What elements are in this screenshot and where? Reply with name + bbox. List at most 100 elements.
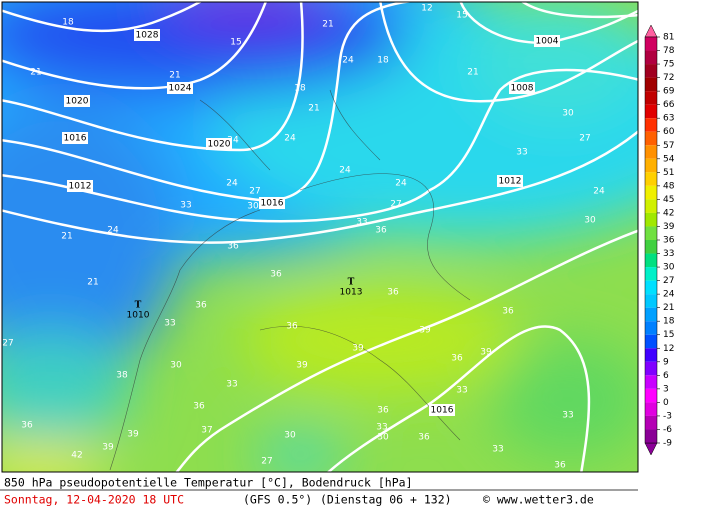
map-field bbox=[2, 2, 638, 472]
temperature-label: 18 bbox=[62, 18, 74, 28]
temperature-label: 36 bbox=[375, 226, 387, 236]
isobars bbox=[2, 2, 638, 472]
isobar-label: 1020 bbox=[208, 140, 231, 150]
colorbar-swatch bbox=[645, 267, 657, 281]
colorbar-label: 75 bbox=[663, 60, 674, 70]
colorbar-swatch bbox=[645, 253, 657, 268]
colorbar-label: 45 bbox=[663, 195, 674, 205]
pressure-center-value: 1010 bbox=[127, 311, 150, 321]
isobar-label: 1016 bbox=[261, 199, 284, 209]
colorbar-swatch bbox=[645, 226, 657, 240]
temperature-label: 36 bbox=[387, 288, 399, 298]
colorbar-swatch bbox=[645, 118, 657, 132]
colorbar-swatch bbox=[645, 37, 657, 51]
temperature-label: 15 bbox=[456, 11, 467, 21]
colorbar-label: 81 bbox=[663, 33, 674, 43]
colorbar-swatch bbox=[645, 199, 657, 213]
colorbar-swatch bbox=[645, 131, 657, 146]
temperature-label: 21 bbox=[308, 104, 319, 114]
temperature-label: 24 bbox=[342, 56, 354, 66]
temperature-label: 24 bbox=[107, 226, 119, 236]
colorbar-label: 21 bbox=[663, 303, 674, 313]
temperature-label: 24 bbox=[284, 134, 296, 144]
colorbar-label: 54 bbox=[663, 154, 675, 164]
temperature-label: 39 bbox=[352, 344, 364, 354]
colorbar-label: 48 bbox=[663, 181, 675, 191]
temperature-label: 39 bbox=[419, 326, 431, 336]
temperature-label: 33 bbox=[456, 386, 467, 396]
colorbar-label: 78 bbox=[663, 46, 675, 56]
temperature-label: 27 bbox=[261, 457, 272, 467]
temperature-label: 21 bbox=[30, 68, 41, 78]
temperature-label: 36 bbox=[195, 301, 207, 311]
colorbar-label: 51 bbox=[663, 168, 674, 178]
colorbar-label: -9 bbox=[663, 439, 672, 449]
colorbar-label: 24 bbox=[663, 290, 675, 300]
colorbar-swatch bbox=[645, 321, 657, 335]
colorbar-swatch bbox=[645, 348, 657, 362]
temperature-label: 36 bbox=[554, 461, 566, 471]
footer-run: (Dienstag 06 + 132) bbox=[320, 493, 452, 507]
colorbar-swatch bbox=[645, 334, 657, 349]
isobar-label: 1024 bbox=[169, 84, 192, 94]
temperature-label: 33 bbox=[562, 411, 573, 421]
colorbar-label: -3 bbox=[663, 411, 672, 421]
isobar-label: 1004 bbox=[536, 37, 559, 47]
temperature-label: 12 bbox=[421, 4, 432, 14]
temperature-label: 21 bbox=[87, 278, 98, 288]
isobar-label: 1020 bbox=[66, 97, 89, 107]
colorbar-swatch bbox=[645, 375, 657, 389]
colorbar-cap bbox=[644, 442, 658, 456]
isobar-label-bg bbox=[534, 35, 560, 47]
colorbar-swatch bbox=[645, 145, 657, 159]
temperature-label: 33 bbox=[180, 201, 191, 211]
colorbar-swatch bbox=[645, 415, 657, 430]
colorbar-swatch bbox=[645, 361, 657, 376]
isobar-label-bg bbox=[497, 175, 523, 187]
colorbar-swatch bbox=[645, 429, 657, 443]
temperature-label: 36 bbox=[377, 406, 389, 416]
temperature-label: 30 bbox=[170, 361, 182, 371]
isobar-label: 1016 bbox=[431, 406, 454, 416]
temperature-label: 24 bbox=[593, 187, 605, 197]
temperature-label: 30 bbox=[377, 433, 389, 443]
temperature-label: 36 bbox=[193, 402, 205, 412]
colorbar-label: 15 bbox=[663, 330, 674, 340]
temperature-label: 39 bbox=[296, 361, 308, 371]
temperature-label: 36 bbox=[270, 270, 282, 280]
temperature-label: 24 bbox=[226, 179, 238, 189]
temperature-label: 42 bbox=[71, 451, 82, 461]
colorbar-swatch bbox=[645, 91, 657, 105]
colorbar-label: 27 bbox=[663, 276, 674, 286]
temperature-label: 30 bbox=[284, 431, 296, 441]
temperature-label: 33 bbox=[376, 423, 387, 433]
colorbar-swatch bbox=[645, 307, 657, 322]
temperature-label: 18 bbox=[294, 84, 306, 94]
isobar-label: 1008 bbox=[511, 84, 534, 94]
temperature-label: 33 bbox=[356, 218, 367, 228]
temperature-label: 37 bbox=[201, 426, 212, 436]
temperature-label: 33 bbox=[492, 445, 503, 455]
isobar-label-bg bbox=[259, 197, 285, 209]
isobar-label-bg bbox=[62, 132, 88, 144]
colorbar-swatch bbox=[645, 294, 657, 308]
isobar-label-bg bbox=[429, 404, 455, 416]
temperature-label: 36 bbox=[227, 242, 239, 252]
colorbar-label: 30 bbox=[663, 263, 675, 273]
temperature-label: 30 bbox=[562, 109, 574, 119]
temperature-label: 36 bbox=[502, 307, 514, 317]
footer-copyright: © www.wetter3.de bbox=[483, 493, 594, 507]
temperature-label: 30 bbox=[247, 202, 259, 212]
colorbar-swatch bbox=[645, 158, 657, 173]
colorbar-label: 60 bbox=[663, 127, 675, 137]
colorbar-swatch bbox=[645, 50, 657, 65]
footer-model: (GFS 0.5°) bbox=[243, 493, 312, 507]
isobar-label: 1012 bbox=[69, 182, 92, 192]
temperature-label: 36 bbox=[21, 421, 33, 431]
colorbar-swatch bbox=[645, 402, 657, 416]
map-frame bbox=[1, 1, 639, 473]
colorbar-swatch bbox=[645, 104, 657, 119]
colorbar-label: 72 bbox=[663, 73, 674, 83]
temperature-label: 24 bbox=[227, 136, 239, 146]
isobar-label-bg bbox=[206, 138, 232, 150]
